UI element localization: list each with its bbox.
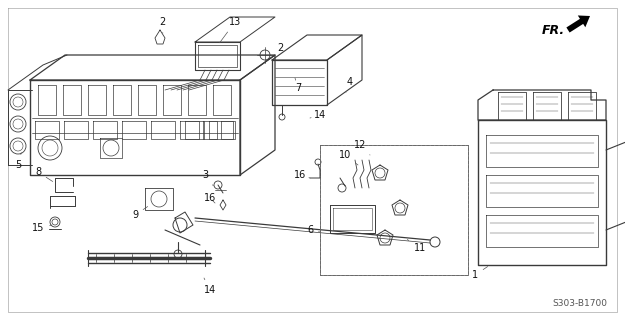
- Text: 1: 1: [472, 267, 488, 280]
- Text: 4: 4: [346, 77, 353, 92]
- Text: 3: 3: [202, 170, 213, 186]
- Text: 14: 14: [310, 110, 326, 120]
- Text: 14: 14: [204, 278, 216, 295]
- Text: 7: 7: [295, 78, 301, 93]
- FancyArrow shape: [566, 15, 590, 33]
- Text: S303-B1700: S303-B1700: [552, 299, 607, 308]
- Text: 15: 15: [32, 223, 52, 233]
- Text: 2: 2: [159, 17, 165, 33]
- Text: 16: 16: [294, 170, 310, 180]
- Text: 6: 6: [307, 225, 320, 235]
- Text: 13: 13: [219, 17, 241, 43]
- Text: 12: 12: [354, 140, 370, 155]
- Text: 10: 10: [339, 150, 358, 165]
- Text: 8: 8: [35, 167, 52, 181]
- Text: 11: 11: [408, 240, 426, 253]
- Text: 5: 5: [15, 153, 21, 170]
- Text: 16: 16: [204, 193, 216, 203]
- Text: 2: 2: [272, 43, 283, 58]
- Text: FR.: FR.: [542, 23, 565, 36]
- Text: 9: 9: [132, 206, 148, 220]
